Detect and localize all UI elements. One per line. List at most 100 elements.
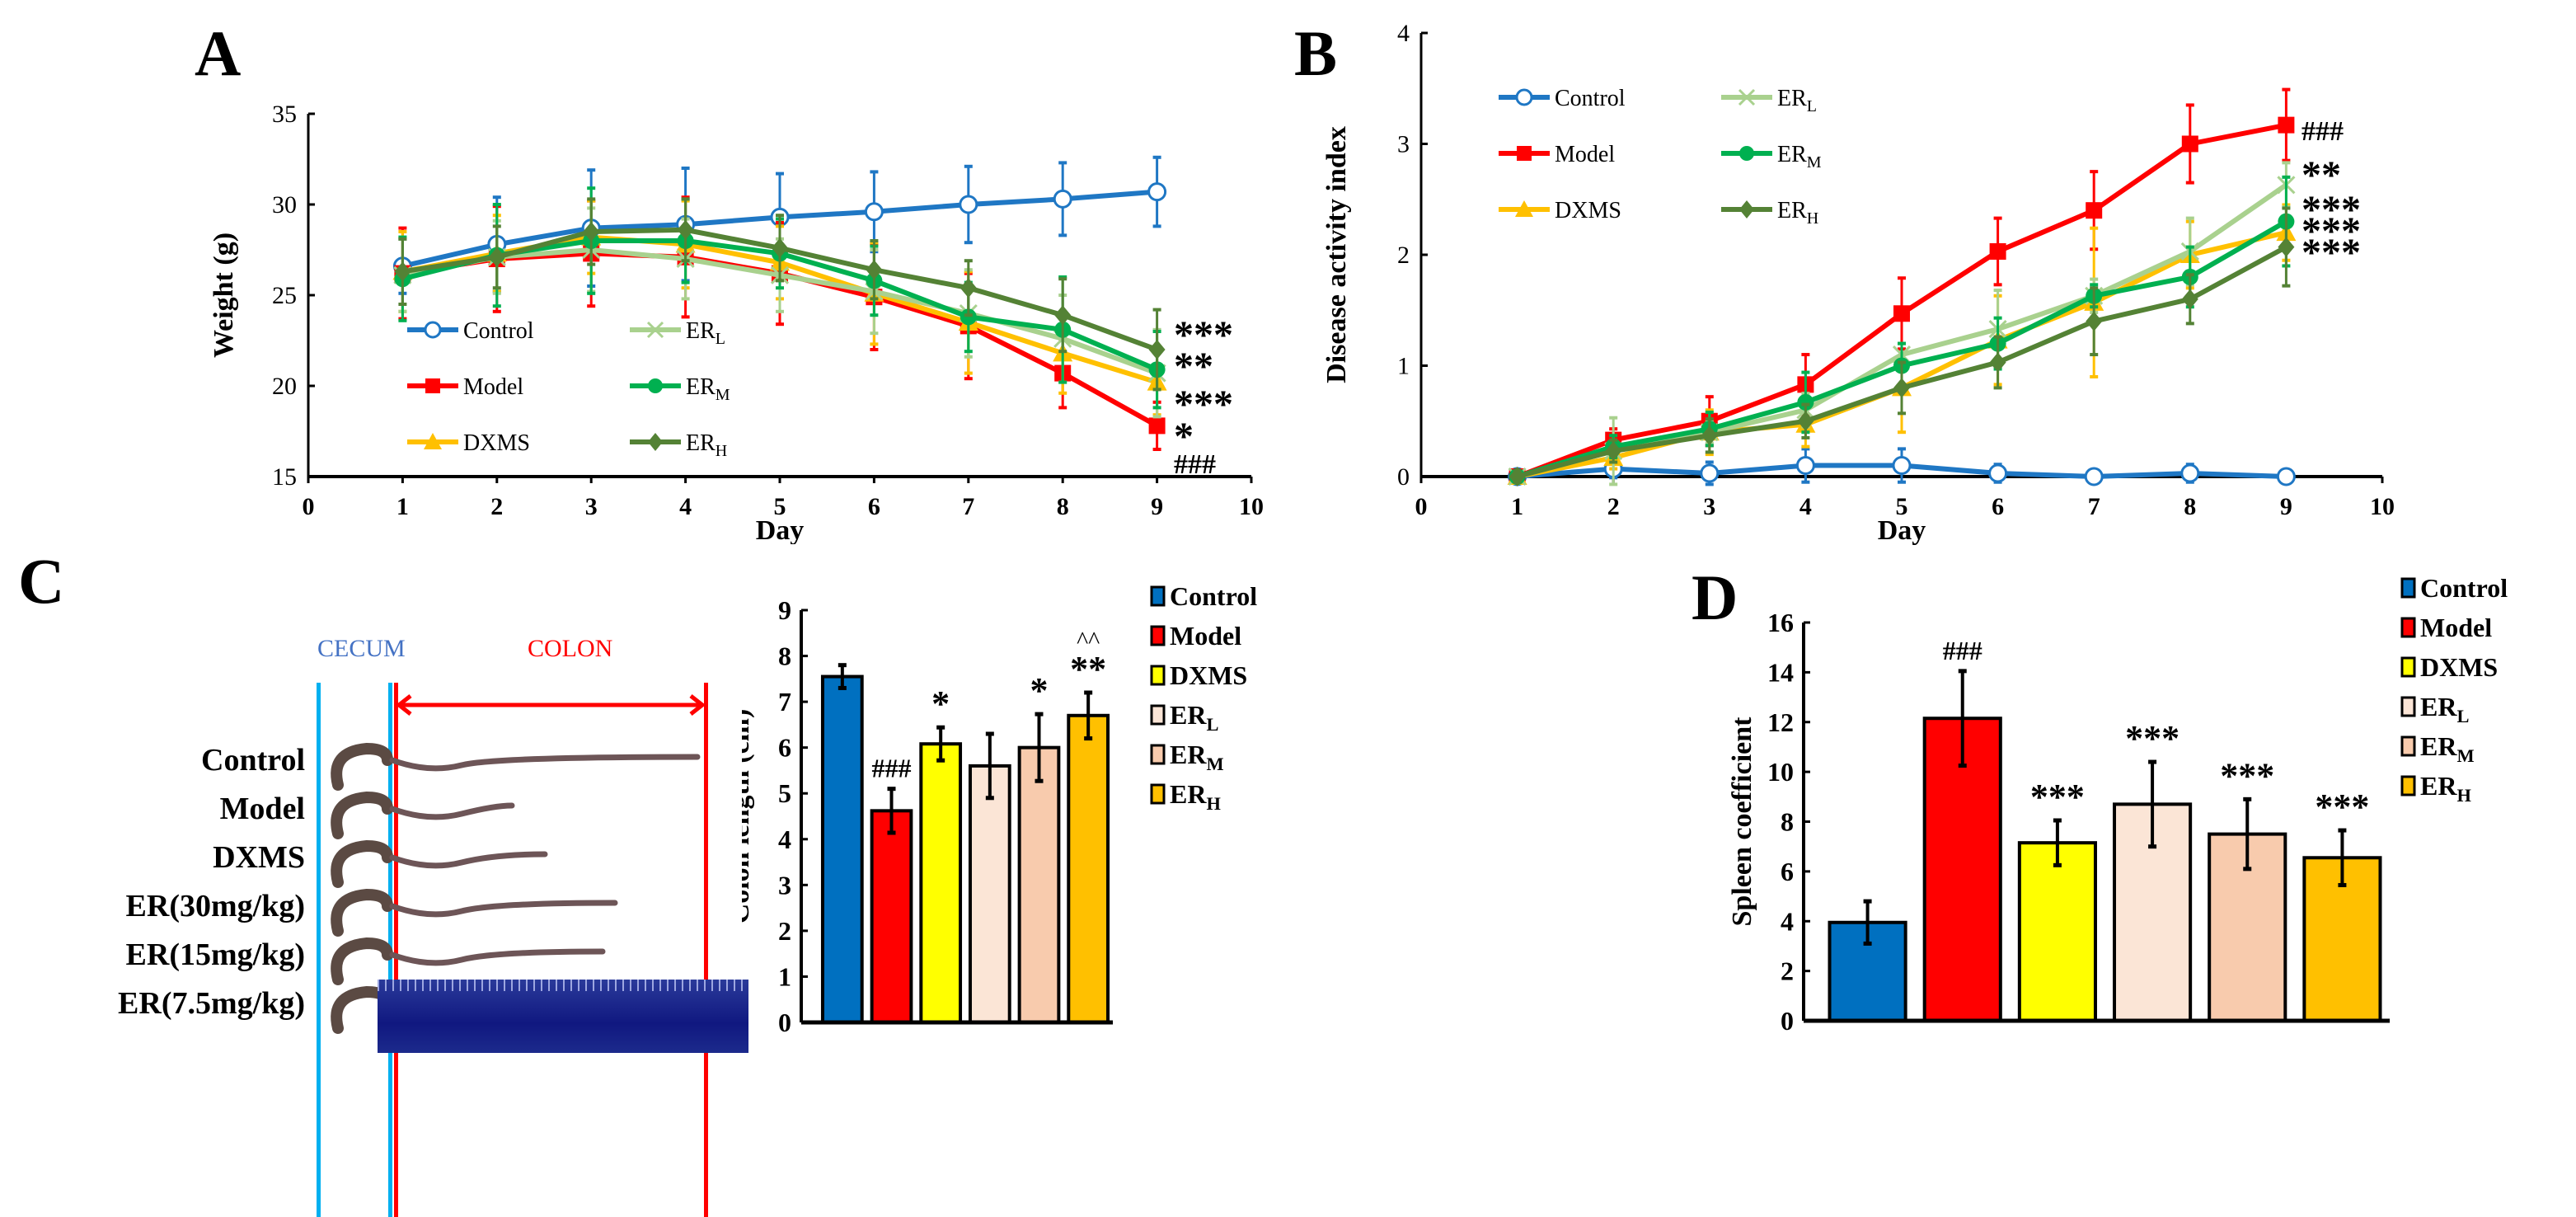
legend-item: Control <box>1150 581 1257 611</box>
legend-label: Model <box>463 374 523 400</box>
y-tick-label: 14 <box>1767 657 1794 687</box>
x-axis-title: Day <box>1878 515 1926 546</box>
marker-circle-open <box>2180 463 2200 483</box>
cecum-specimen <box>331 839 393 888</box>
legend-label: Control <box>2420 573 2508 603</box>
legend-item: ERL <box>630 318 725 348</box>
y-tick-label: 2 <box>1781 956 1794 986</box>
x-tick-label: 10 <box>1239 493 1264 520</box>
legend-swatch <box>1150 665 1166 686</box>
significance-label: *** <box>2125 718 2180 759</box>
legend-label: ERM <box>1777 142 1822 172</box>
marker-diamond <box>1701 425 1718 446</box>
marker-diamond <box>866 260 883 280</box>
colon-arrow <box>395 694 706 716</box>
y-tick-label: 30 <box>272 191 297 218</box>
legend-label: Model <box>1555 142 1615 167</box>
marker-triangle <box>1515 200 1533 217</box>
y-tick-label: 10 <box>1767 757 1794 787</box>
legend-item: DXMS <box>2400 652 2498 682</box>
y-tick-label: 0 <box>1781 1006 1794 1036</box>
colon-specimen <box>389 900 618 918</box>
x-tick-label: 8 <box>1057 493 1069 520</box>
marker-square <box>1148 417 1166 435</box>
specimen-row-label: ER(7.5mg/kg) <box>118 986 305 1021</box>
x-tick-label: 3 <box>1703 493 1715 520</box>
x-tick-label: 6 <box>868 493 880 520</box>
legend-item: Control <box>2400 573 2508 603</box>
x-tick-label: 0 <box>303 493 315 520</box>
significance-label: ### <box>1943 636 1982 665</box>
marker-square <box>2181 135 2198 153</box>
marker-circle-open <box>2276 467 2296 486</box>
bar-er-m: * <box>1017 670 1061 1025</box>
colon-right-line <box>704 683 708 1217</box>
bar-dxms: *** <box>2017 777 2097 1022</box>
legend-swatch <box>2400 735 2416 757</box>
legend-label: DXMS <box>1555 198 1621 223</box>
marker-diamond <box>1893 378 1910 398</box>
legend-swatch <box>1150 585 1166 607</box>
y-tick-label: 4 <box>778 825 791 854</box>
legend-item: ERM <box>1150 740 1224 774</box>
marker-diamond <box>677 219 694 240</box>
colon-specimen <box>389 851 548 869</box>
x-tick-label: 7 <box>962 493 974 520</box>
chart-b-dai: 0 1 2 3 4 0 1 2 3 4 5 6 7 8 9 10 Day Disease activity ind… <box>1321 20 2395 546</box>
panel-label-a: A <box>195 17 242 89</box>
y-tick-label: 8 <box>778 641 791 671</box>
legend-item: ERH <box>2400 771 2471 806</box>
y-axis-title: Disease activity index <box>1321 126 1352 383</box>
marker-diamond <box>960 278 977 298</box>
legend-label: DXMS <box>1170 660 1247 690</box>
legend-label: ERM <box>686 374 730 404</box>
bar <box>919 742 963 1024</box>
bar-er-h: **^^ <box>1067 627 1110 1024</box>
x-tick-label: 2 <box>490 493 503 520</box>
bar <box>1922 717 2002 1023</box>
marker-circle <box>1797 393 1814 411</box>
significance-label: *** <box>2030 777 2085 817</box>
y-tick-label: 2 <box>1397 242 1410 269</box>
x-tick-label: 5 <box>774 493 786 520</box>
x-tick-label: 9 <box>2280 493 2292 520</box>
y-tick-label: 5 <box>778 778 791 808</box>
legend-swatch <box>2400 617 2416 638</box>
legend-swatch <box>1150 744 1166 765</box>
marker-circle-open <box>1988 463 2008 483</box>
y-tick-label: 1 <box>778 961 791 991</box>
panel-label-b: B <box>1294 17 1338 89</box>
legend-item: ERL <box>1721 86 1817 115</box>
marker-diamond <box>1054 305 1072 326</box>
y-tick-label: 4 <box>1781 906 1794 936</box>
bar-model: ### <box>870 754 913 1024</box>
significance-label: * <box>1174 415 1194 458</box>
legend-label: ERL <box>1777 86 1817 115</box>
y-tick-label: 9 <box>778 595 791 625</box>
marker-circle-open <box>1892 456 1912 476</box>
x-axis-title: Day <box>756 515 805 544</box>
marker-square <box>1989 242 2006 260</box>
marker-diamond <box>648 433 663 451</box>
legend-swatch <box>2400 656 2416 678</box>
significance-label: ### <box>1174 449 1216 480</box>
legend-item: DXMS <box>1499 198 1621 223</box>
x-tick-label: 1 <box>396 493 409 520</box>
x-tick-label: 8 <box>2184 493 2196 520</box>
significance-label: ** <box>1070 649 1106 689</box>
significance-label: ### <box>872 754 912 783</box>
x-tick-label: 7 <box>2088 493 2100 520</box>
legend-label: DXMS <box>463 430 530 456</box>
legend-item: ERL <box>1150 700 1218 735</box>
y-tick-label: 8 <box>1781 807 1794 837</box>
marker-square <box>425 378 440 393</box>
bar-er-l: *** <box>2113 718 2193 1022</box>
significance-label: ** <box>2302 153 2341 197</box>
bar-er-h: *** <box>2302 787 2382 1022</box>
marker-square <box>1517 146 1532 161</box>
bar <box>1017 745 1061 1025</box>
x-tick-label: 2 <box>1607 493 1620 520</box>
colon-label: COLON <box>528 635 613 662</box>
significance-label: ** <box>1174 345 1213 388</box>
marker-circle <box>648 378 663 393</box>
